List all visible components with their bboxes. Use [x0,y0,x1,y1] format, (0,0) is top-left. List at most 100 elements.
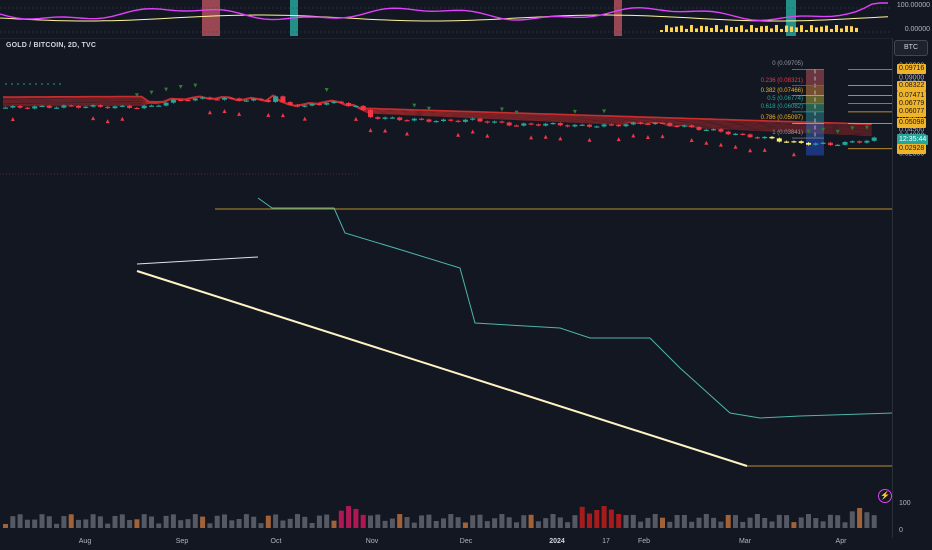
candle-body [316,103,322,106]
rsi-histogram-bar [845,25,848,32]
fib-level-label: 0.236 (0.08321) [760,77,803,84]
sell-setup-marker [10,117,15,122]
candle-body [630,122,636,125]
rsi-histogram-bar [795,27,798,32]
volume-bar [572,515,578,528]
volume-bar [762,517,768,528]
candle-body [287,102,293,105]
volume-bar [397,514,403,528]
candle-body [601,124,607,127]
currency-button[interactable]: BTC [894,40,928,56]
buy-setup-marker [412,103,417,108]
volume-bar [287,518,293,528]
time-axis[interactable]: Aug Sep Oct Nov Dec 2024 17 Feb Mar Apr [0,537,892,550]
volume-bar [798,517,804,528]
buy-setup-marker [499,107,504,112]
volume-bar [156,523,162,528]
time-label: Apr [835,538,847,545]
candle-body [638,122,644,124]
candle-body [382,117,388,119]
volume-bar [565,522,571,528]
volume-bar [185,519,191,528]
buy-setup-marker [134,93,139,98]
candle-body [652,122,658,125]
ema-line [3,94,872,125]
volume-bar [718,521,724,528]
rsi-histogram-bar [775,25,778,32]
indicator-scale[interactable]: 100.00000 0.00000 [892,0,932,38]
main-chart-pane[interactable]: 0 (0.09705) 0.236 (0.08321) 0.382 (0.07466… [0,37,893,538]
candle-body [141,105,147,109]
volume-bar [222,514,227,528]
price-scale[interactable]: 0.100000.095000.090000.085000.080000.075… [892,38,932,538]
price-tag: 12:35:44 [897,135,929,146]
price-tag: 0.02928 [897,143,927,154]
sell-setup-marker [302,116,307,121]
buy-setup-marker [164,87,169,92]
volume-bar [54,523,60,528]
candle-body [309,103,315,106]
rsi-histogram-bar [685,28,688,32]
candle-body [411,118,417,121]
rsi-histogram-bar [665,25,668,32]
volume-bar [521,515,527,528]
candle-body [83,106,89,108]
volume-bar [791,522,797,528]
sell-setup-marker [791,152,796,157]
sell-setup-marker [704,140,709,145]
symbol-title: GOLD / BITCOIN, 2D, TVC [6,42,97,49]
dotted-marker [35,83,37,85]
candle-body [280,96,286,103]
candle-body [835,144,841,147]
ema-ribbon [2,94,872,136]
candle-body [397,117,403,121]
time-label: 17 [602,538,610,545]
candle-body [61,105,67,108]
volume-scale-0: 0 [899,527,903,534]
dotted-marker [5,83,7,85]
time-label: Dec [459,538,473,545]
volume-bar [557,517,563,528]
rsi-histogram-bar [765,25,768,32]
volume-bar [324,514,330,528]
candle-body [76,105,81,108]
candle-body [528,123,534,125]
buy-setup-marker [193,83,198,88]
candle-body [119,105,125,107]
time-label: Oct [270,538,282,545]
price-tag: 0.09716 [897,64,927,75]
descending-trendline [136,270,748,467]
lightning-icon[interactable]: ⚡ [878,489,892,503]
candle-body [557,122,563,126]
candle-body [375,117,381,119]
volume-bar [97,516,103,528]
volume-bar [404,517,410,528]
volume-bar [733,515,738,528]
candle-body [105,106,111,109]
volume-bar [470,515,476,528]
candle-body [674,125,680,128]
volume-bars [3,506,877,528]
td-sequential-markers [10,83,869,157]
candle-body [842,142,848,145]
candle-body [39,105,45,108]
volume-bar [433,520,439,528]
volume-bar [192,514,198,528]
volume-bar [382,520,388,528]
rsi-histogram-bar [790,26,793,32]
candle-body [849,141,855,143]
candle-body [769,136,775,139]
volume-bar [630,514,636,528]
candle-body [514,125,519,127]
candle-body [222,97,227,100]
sell-setup-marker [529,135,534,140]
indicator-pane[interactable] [0,0,892,38]
sell-setup-marker [456,132,461,137]
candle-body [806,142,811,145]
volume-bar [499,514,505,528]
volume-bar [849,511,855,528]
candle-body [733,133,738,135]
candle-body [46,105,52,108]
volume-bar [820,521,826,528]
sell-setup-marker [558,136,563,141]
